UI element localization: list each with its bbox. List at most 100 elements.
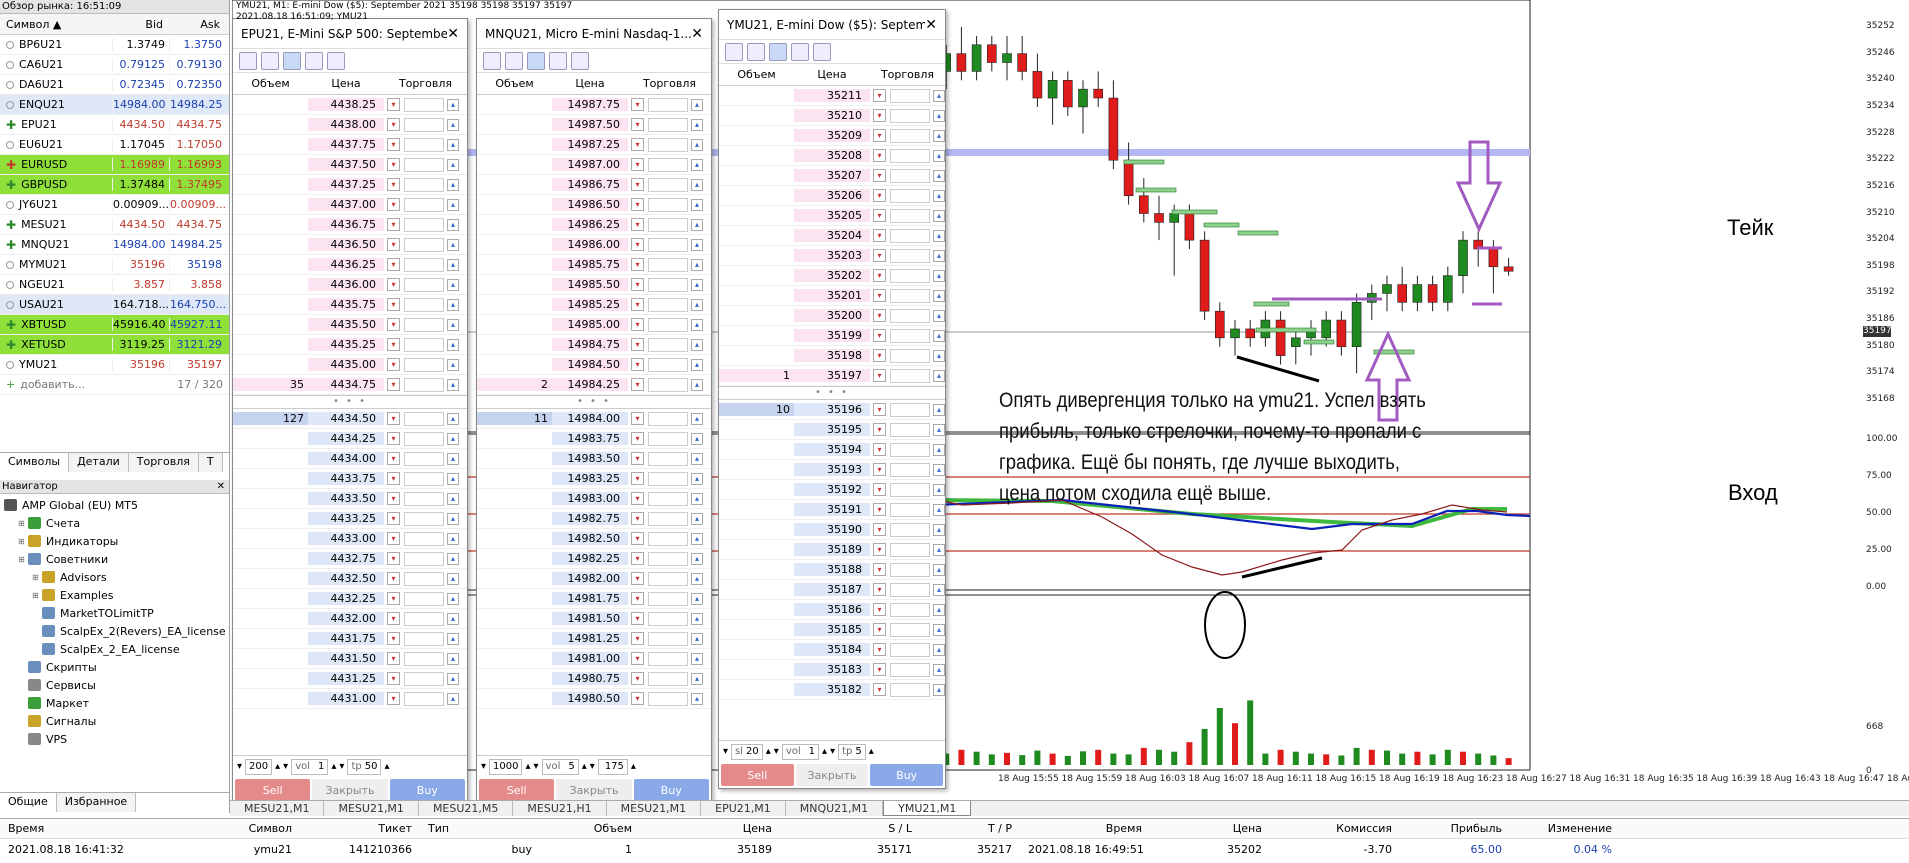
chevron-down-icon[interactable]: ▾ [873,523,886,536]
bid-level-row[interactable]: 35195 ▾ ▴ [719,420,945,440]
ask-level-row[interactable]: 35204 ▾ ▴ [719,226,945,246]
order-cell[interactable] [404,157,444,172]
ask-level-row[interactable]: 2 14984.25 ▾ ▴ [477,375,711,395]
chevron-down-icon[interactable]: ▾ [873,209,886,222]
ask-level-row[interactable]: 14984.75 ▾ ▴ [477,335,711,355]
chevron-down-icon[interactable]: ▾ [873,169,886,182]
sell-button[interactable]: Sell [479,779,555,801]
ask-level-row[interactable]: 4435.00 ▾ ▴ [233,355,467,375]
ask-level-row[interactable]: 35207 ▾ ▴ [719,166,945,186]
chevron-up-icon[interactable]: ▴ [447,412,459,425]
chart-tab[interactable]: MNQU21,M1 [786,801,884,816]
chevron-up-icon[interactable]: ▴ [447,652,459,665]
chevron-down-icon[interactable]: ▾ [387,432,400,445]
chevron-up-icon[interactable]: ▴ [691,532,703,545]
chevron-up-icon[interactable]: ▴ [384,761,390,772]
bid-level-row[interactable]: 4432.50 ▾ ▴ [233,569,467,589]
chevron-down-icon[interactable]: ▾ [631,572,644,585]
bid-level-row[interactable]: 35189 ▾ ▴ [719,540,945,560]
chevron-up-icon[interactable]: ▴ [933,623,945,636]
order-cell[interactable] [890,348,930,363]
close-icon[interactable]: ✕ [216,481,225,492]
chevron-up-icon[interactable]: ▴ [691,492,703,505]
chevron-up-icon[interactable]: ▴ [933,329,945,342]
chevron-down-icon[interactable]: ▾ [873,643,886,656]
order-cell[interactable] [648,591,688,606]
chevron-up-icon[interactable]: ▴ [691,692,703,705]
market-watch-row[interactable]: ✚ MNQU21 14984.00 14984.25 [0,235,229,255]
order-cell[interactable] [404,491,444,506]
ask-level-row[interactable]: 4436.50 ▾ ▴ [233,235,467,255]
navigator-item[interactable]: MarketTOLimitTP [0,604,229,622]
tree-expander-icon[interactable]: ⊞ [18,554,25,564]
chevron-up-icon[interactable]: ▴ [447,492,459,505]
add-symbol-label[interactable]: добавить... [20,378,86,391]
chevron-down-icon[interactable]: ▾ [873,623,886,636]
order-cell[interactable] [890,442,930,457]
tree-expander-icon[interactable]: ⊞ [18,536,25,546]
bid-level-row[interactable]: 14980.75 ▾ ▴ [477,669,711,689]
chevron-up-icon[interactable]: ▴ [525,761,531,772]
navigator-item[interactable]: VPS [0,730,229,748]
order-cell[interactable] [890,88,930,103]
chevron-down-icon[interactable]: ▾ [873,543,886,556]
chevron-up-icon[interactable]: ▴ [691,572,703,585]
market-watch-row[interactable]: JY6U21 0.00909... 0.00909... [0,195,229,215]
ask-level-row[interactable]: 14985.25 ▾ ▴ [477,295,711,315]
volume-field[interactable]: vol 1 [291,758,329,775]
order-cell[interactable] [648,297,688,312]
order-cell[interactable] [404,431,444,446]
chevron-down-icon[interactable]: ▾ [631,278,644,291]
ask-level-row[interactable]: 35206 ▾ ▴ [719,186,945,206]
navigator-item[interactable]: Маркет [0,694,229,712]
bid-level-row[interactable]: 4431.25 ▾ ▴ [233,669,467,689]
chevron-down-icon[interactable]: ▾ [387,612,400,625]
chevron-up-icon[interactable]: ▴ [447,298,459,311]
bid-level-row[interactable]: 4433.75 ▾ ▴ [233,469,467,489]
close-icon[interactable]: ✕ [447,25,459,42]
chevron-down-icon[interactable]: ▾ [387,278,400,291]
chevron-down-icon[interactable]: ▾ [873,249,886,262]
bid-level-row[interactable]: 35183 ▾ ▴ [719,660,945,680]
chevron-down-icon[interactable]: ▾ [387,452,400,465]
chevron-up-icon[interactable]: ▴ [447,158,459,171]
chevron-up-icon[interactable]: ▴ [691,412,703,425]
chevron-up-icon[interactable]: ▴ [447,358,459,371]
order-cell[interactable] [648,631,688,646]
chevron-up-icon[interactable]: ▴ [933,109,945,122]
order-cell[interactable] [404,277,444,292]
ask-level-row[interactable]: 4437.75 ▾ ▴ [233,135,467,155]
list-icon[interactable] [571,51,589,70]
trade-col-header[interactable]: T / P [987,822,1012,835]
market-watch-row[interactable]: MYMU21 35196 35198 [0,255,229,275]
trade-col-header[interactable]: S / L [888,822,912,835]
chart-tab[interactable]: EPU21,M1 [701,801,786,816]
bid-level-row[interactable]: 35182 ▾ ▴ [719,680,945,700]
chevron-up-icon[interactable]: ▴ [691,198,703,211]
ask-level-row[interactable]: 4437.00 ▾ ▴ [233,195,467,215]
order-cell[interactable] [890,248,930,263]
order-cell[interactable] [890,128,930,143]
chevron-down-icon[interactable]: ▾ [631,358,644,371]
chevron-up-icon[interactable]: ▴ [933,443,945,456]
order-cell[interactable] [648,671,688,686]
ask-level-row[interactable]: 4436.25 ▾ ▴ [233,255,467,275]
chevron-down-icon[interactable]: ▾ [533,761,539,772]
tree-expander-icon[interactable]: ⊞ [32,572,39,582]
tree-expander-icon[interactable]: ⊞ [18,518,25,528]
trade-col-header[interactable]: Изменение [1547,822,1612,835]
ask-level-row[interactable]: 35200 ▾ ▴ [719,306,945,326]
chart-tab[interactable]: YMU21,M1 [883,801,972,816]
order-cell[interactable] [648,117,688,132]
chevron-up-icon[interactable]: ▴ [447,278,459,291]
bid-level-row[interactable]: 14981.00 ▾ ▴ [477,649,711,669]
order-cell[interactable] [648,431,688,446]
chevron-up-icon[interactable]: ▴ [933,289,945,302]
order-cell[interactable] [404,137,444,152]
bid-level-row[interactable]: 35192 ▾ ▴ [719,480,945,500]
order-cell[interactable] [890,288,930,303]
chevron-down-icon[interactable]: ▾ [387,572,400,585]
chevron-down-icon[interactable]: ▾ [631,612,644,625]
chevron-up-icon[interactable]: ▴ [691,178,703,191]
chart-tab[interactable]: MESU21,M1 [607,801,702,816]
